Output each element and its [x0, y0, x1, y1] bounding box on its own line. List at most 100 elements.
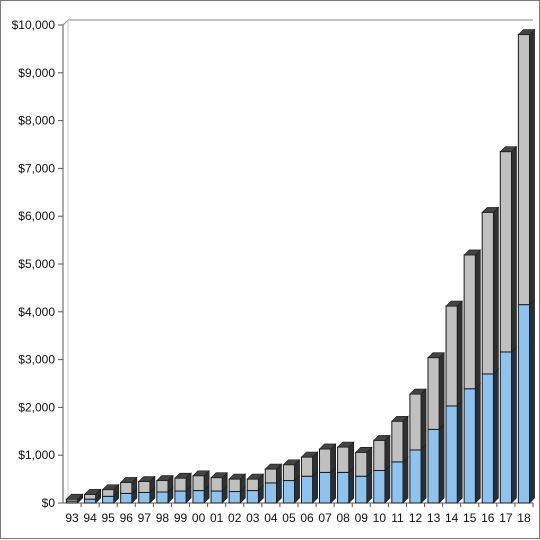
bar-98-segment-1 — [156, 491, 169, 504]
y-tick-label: $3,000 — [18, 353, 55, 367]
y-tick-label: $5,000 — [18, 257, 55, 271]
x-tick-label-11: 11 — [391, 511, 404, 525]
bar-99-segment-2 — [174, 477, 187, 492]
bar-17-top — [499, 146, 518, 152]
x-tick-label-13: 13 — [427, 511, 441, 525]
bar-95-top — [101, 484, 120, 490]
bar-16-segment-1-side — [493, 368, 499, 504]
y-tick-label: $10,000 — [12, 18, 56, 32]
bar-11-segment-1 — [391, 461, 404, 504]
bar-97-segment-2 — [138, 480, 151, 493]
bar-05-segment-2 — [282, 464, 296, 482]
bar-12-segment-2-side — [420, 388, 427, 451]
bar-11-segment-2 — [391, 420, 404, 463]
bar-13-segment-1-side — [438, 423, 445, 504]
bar-17-segment-1 — [499, 351, 512, 504]
x-tick-label-98: 98 — [156, 511, 170, 525]
bar-13-segment-2-side — [438, 351, 445, 431]
x-tick-label-99: 99 — [174, 511, 188, 525]
bar-97-top — [138, 476, 156, 482]
bar-99-segment-1 — [174, 490, 187, 504]
bar-03-segment-1 — [246, 490, 259, 504]
bar-09-segment-2 — [355, 451, 368, 477]
bar-14-segment-2-side — [456, 300, 463, 407]
bar-09-segment-1 — [355, 475, 368, 504]
x-tick-label-14: 14 — [445, 511, 459, 525]
bar-13-segment-2 — [427, 357, 440, 430]
bar-94-top — [83, 489, 102, 495]
bar-10-segment-1-side — [384, 464, 391, 504]
bar-10-segment-2 — [373, 439, 386, 471]
bar-17-segment-1-side — [511, 346, 517, 504]
bar-15-segment-1 — [463, 388, 476, 504]
bar-17-segment-2-side — [511, 145, 517, 353]
x-tick-label-15: 15 — [463, 511, 477, 525]
bar-94-segment-2 — [84, 493, 97, 500]
bar-00-top — [192, 470, 210, 477]
bar-11-top — [391, 415, 409, 422]
x-tick-label-17: 17 — [499, 511, 513, 525]
x-tick-label-96: 96 — [120, 511, 134, 525]
bar-18-segment-2-side — [529, 28, 535, 306]
bar-18-segment-1-side — [529, 298, 535, 504]
bar-03-segment-2 — [246, 478, 259, 492]
bar-09-top — [354, 447, 373, 453]
bar-11-segment-2-side — [402, 415, 409, 463]
bar-11-segment-1-side — [402, 456, 409, 504]
x-tick-label-10: 10 — [373, 511, 387, 525]
x-tick-label-93: 93 — [65, 511, 79, 525]
bar-15-segment-1-side — [475, 383, 481, 504]
bar-02-segment-2 — [228, 478, 241, 493]
bar-07-segment-1 — [319, 471, 332, 504]
y-tick-label: $4,000 — [18, 305, 55, 319]
x-tick-label-02: 02 — [228, 511, 242, 525]
y-tick-label: $0 — [42, 496, 56, 510]
bar-08-segment-2 — [337, 446, 350, 473]
bar-15-top — [463, 249, 482, 256]
x-tick-label-01: 01 — [210, 511, 224, 525]
x-tick-label-00: 00 — [192, 511, 206, 525]
bar-14-segment-1-side — [456, 400, 463, 504]
bar-00-segment-1 — [192, 490, 205, 504]
bar-96-top — [119, 477, 138, 483]
x-tick-label-03: 03 — [246, 511, 260, 525]
x-tick-label-16: 16 — [481, 511, 495, 525]
bar-16-segment-1 — [481, 373, 494, 504]
x-tick-label-08: 08 — [337, 511, 351, 525]
bar-17-segment-2 — [499, 151, 512, 353]
x-tick-label-09: 09 — [355, 511, 369, 525]
bar-93-top — [65, 493, 84, 500]
bar-05-top — [282, 459, 301, 466]
x-tick-label-05: 05 — [282, 511, 296, 525]
bar-98-segment-2 — [156, 480, 169, 493]
bar-00-segment-2 — [192, 475, 205, 492]
bar-06-top — [300, 451, 319, 458]
bar-03-top — [246, 473, 265, 480]
bar-96-segment-2 — [120, 481, 133, 494]
bar-15-segment-2 — [463, 254, 476, 390]
bar-13-segment-1 — [427, 428, 440, 504]
bar-04-segment-1 — [264, 482, 277, 504]
bar-15-segment-2-side — [475, 249, 481, 390]
bar-99-top — [174, 472, 192, 479]
x-tick-label-04: 04 — [264, 511, 278, 525]
y-tick-label: $1,000 — [18, 448, 55, 462]
bar-07-segment-2 — [319, 448, 332, 473]
bar-12-segment-1-side — [420, 444, 427, 504]
bar-04-top — [264, 463, 283, 470]
y-tick-label: $9,000 — [18, 66, 55, 80]
bar-95-segment-1 — [102, 495, 115, 504]
bar-14-top — [445, 300, 463, 307]
bar-08-top — [336, 441, 355, 448]
bar-10-segment-1 — [373, 469, 386, 504]
bar-14-segment-1 — [445, 405, 458, 504]
bar-08-segment-1 — [337, 471, 350, 504]
bar-08-segment-1-side — [348, 466, 355, 504]
bar-04-segment-2 — [264, 468, 277, 484]
bar-06-segment-1 — [300, 475, 314, 504]
bar-07-segment-1-side — [330, 466, 337, 504]
x-tick-label-07: 07 — [318, 511, 332, 525]
bar-94-segment-1 — [84, 498, 97, 504]
bar-98-top — [156, 475, 174, 481]
